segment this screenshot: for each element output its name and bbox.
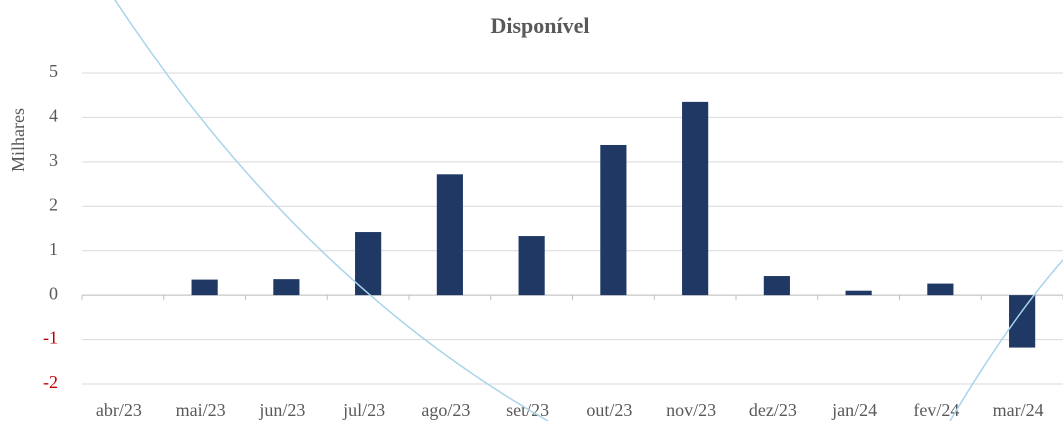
x-tick-label: jul/23 [342,400,385,420]
bar [927,283,954,296]
y-tick-label: 4 [49,106,58,126]
y-axis-label: Milhares [8,108,28,172]
plot-area: -2 -1 0 1 2 3 4 5 abr/23 mai/23 jun/23 jul/23 ago/23… [43,61,1063,420]
decorative-arc [949,259,1063,421]
bar [273,279,300,296]
decorative-arc [114,0,549,421]
y-tick-label: 3 [49,150,58,170]
bar [518,236,545,296]
x-tick-label: dez/23 [749,400,797,420]
y-tick-label: 2 [49,194,58,214]
y-tick-label: -1 [43,328,58,348]
chart-title: Disponível [490,13,589,38]
x-tick-label: mai/23 [176,400,226,420]
bar [436,174,463,296]
y-tick-label: -2 [43,372,58,392]
bar [845,290,872,296]
bar [600,144,627,296]
x-tick-label: jun/23 [258,400,305,420]
bar [682,101,709,296]
x-tick-label: mar/24 [993,400,1044,420]
x-tick-label: fev/24 [913,400,959,420]
y-tick-label: 0 [49,283,58,303]
x-tick-label: ago/23 [421,400,470,420]
bar [355,232,382,296]
x-tick-label: jan/24 [831,400,877,420]
y-tick-label: 1 [49,239,58,259]
x-tick-label: abr/23 [96,400,142,420]
x-tick-label: nov/23 [666,400,716,420]
bar [191,279,218,296]
bar [763,276,790,296]
bar [1009,295,1036,348]
y-tick-label: 5 [49,61,58,81]
x-tick-label: out/23 [586,400,632,420]
